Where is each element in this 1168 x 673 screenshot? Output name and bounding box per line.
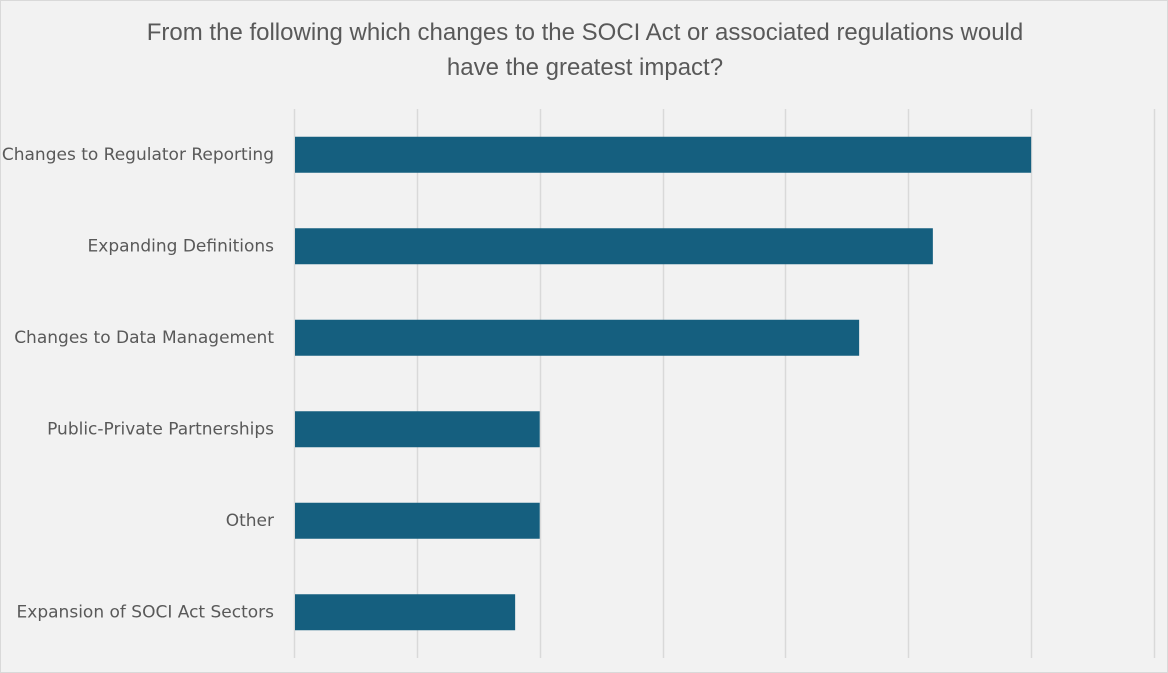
category-label: Expansion of SOCI Act Sectors [17,602,275,622]
bar [295,594,516,631]
bar [295,136,1032,173]
bar [295,319,860,356]
bar [295,228,933,265]
category-label: Other [226,511,274,531]
category-label: Expanding Definitions [88,236,275,256]
category-label: Changes to Data Management [14,328,274,348]
category-label: Public-Private Partnerships [47,419,274,439]
category-label: Changes to Regulator Reporting [2,145,274,165]
chart-title-line-1: From the following which changes to the … [146,19,1024,46]
chart-title-line-2: have the greatest impact? [446,54,724,81]
bar [295,502,540,539]
bar [295,411,540,448]
